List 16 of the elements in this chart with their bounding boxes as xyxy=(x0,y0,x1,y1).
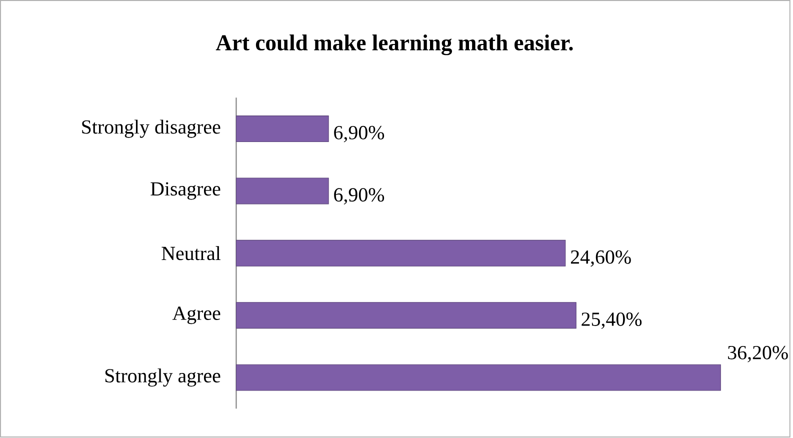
bar xyxy=(236,364,721,391)
y-tick-label: Agree xyxy=(172,306,220,324)
y-tick-label: Disagree xyxy=(150,182,220,200)
data-label: 6,90% xyxy=(334,126,384,142)
data-label: 6,90% xyxy=(334,188,384,205)
bar xyxy=(236,178,329,204)
bar xyxy=(236,116,329,142)
data-label: 25,40% xyxy=(582,312,642,330)
y-tick-label: Strongly agree xyxy=(105,368,220,387)
y-tick-label: Neutral xyxy=(162,246,220,260)
bar xyxy=(236,240,566,267)
chart-title: Art could make learning math easier. xyxy=(216,34,573,56)
data-label: 24,60% xyxy=(570,250,631,267)
data-label: 36,20% xyxy=(728,346,788,362)
bar xyxy=(236,302,576,329)
y-tick-label: Strongly disagree xyxy=(82,120,220,138)
